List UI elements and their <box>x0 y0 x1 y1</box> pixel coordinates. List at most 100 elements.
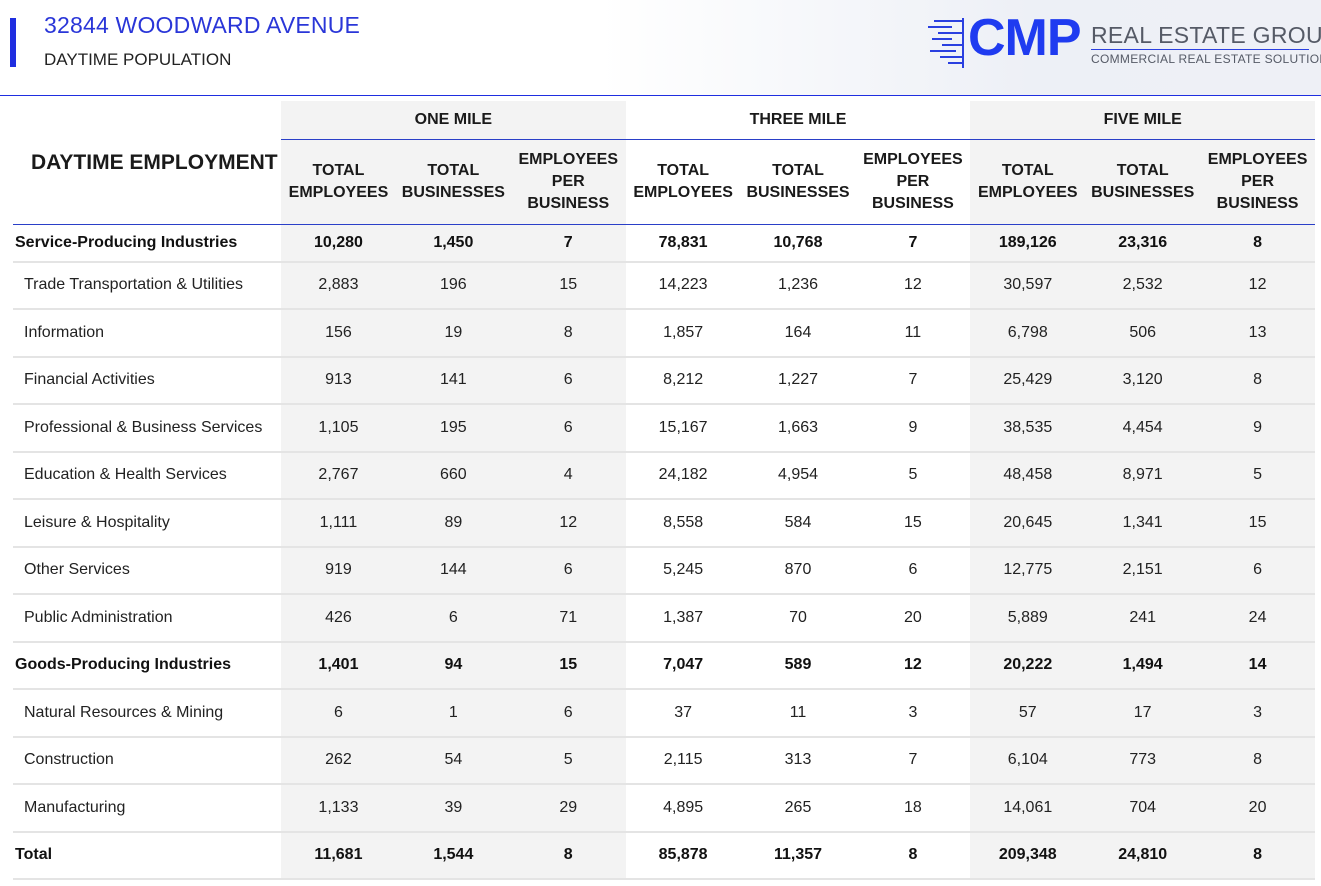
table-cell: 11,681 <box>281 831 396 880</box>
table-cell: 506 <box>1085 308 1201 358</box>
table-row: Trade Transportation & Utilities 2,883 196… <box>13 261 1316 310</box>
table-cell: 1,236 <box>740 261 856 310</box>
table-cell: 1,544 <box>395 831 511 880</box>
column-header-line: BUSINESSES <box>1091 184 1195 201</box>
table-cell: 8,971 <box>1085 451 1201 500</box>
table-cell: 6 <box>510 546 626 595</box>
table-cell: 8,212 <box>625 356 741 405</box>
table-cell: 12,775 <box>970 546 1086 595</box>
column-header-line: BUSINESS <box>872 195 954 212</box>
column-header-line: BUSINESSES <box>401 184 505 201</box>
column-header-line: EMPLOYEES <box>633 184 733 201</box>
table-cell: 6 <box>395 593 511 643</box>
table-cell: 919 <box>281 546 396 595</box>
table-cell: 6 <box>281 688 396 738</box>
table-cell: 9 <box>855 403 971 453</box>
table-cell: 1,663 <box>740 403 856 453</box>
column-header-three-mile-employees-per-business: EMPLOYEES PER BUSINESS <box>855 139 971 225</box>
table-cell: 144 <box>395 546 511 595</box>
table-cell: 1,341 <box>1085 498 1201 548</box>
table-cell: 1,401 <box>281 641 396 690</box>
table-cell: 24,182 <box>625 451 741 500</box>
table-cell: 14,061 <box>970 783 1086 833</box>
column-header-one-mile-employees-per-business: EMPLOYEES PER BUSINESS <box>510 139 626 225</box>
column-header-line: TOTAL <box>1001 162 1054 179</box>
table-row: Natural Resources & Mining 6 1 6 37 11 3 57 17 3 <box>13 688 1316 738</box>
logo-divider <box>1091 49 1309 50</box>
table-cell: 5 <box>510 736 626 785</box>
table-cell: 13 <box>1200 308 1316 358</box>
table-cell: 24 <box>1200 593 1316 643</box>
column-header-line: TOTAL <box>1116 162 1169 179</box>
header-divider <box>0 95 1321 96</box>
group-header-one-mile: ONE MILE <box>281 101 626 140</box>
table-cell: 2,767 <box>281 451 396 500</box>
column-header-line: BUSINESSES <box>746 184 850 201</box>
logo-mark: CMP <box>968 9 1082 67</box>
row-label: Goods-Producing Industries <box>13 641 281 690</box>
column-header-line: EMPLOYEES <box>863 151 963 168</box>
column-header-line: PER <box>551 173 585 190</box>
table-cell: 9 <box>1200 403 1316 453</box>
group-header-three-mile: THREE MILE <box>625 101 971 140</box>
table-row: Other Services 919 144 6 5,245 870 6 12,775 2,15… <box>13 546 1316 595</box>
table-cell: 156 <box>281 308 396 358</box>
row-label: Financial Activities <box>13 356 281 405</box>
table-cell: 773 <box>1085 736 1201 785</box>
table-row: Construction 262 54 5 2,115 313 7 6,104 773 8 <box>13 736 1316 785</box>
table-cell: 20 <box>1200 783 1316 833</box>
table-cell: 85,878 <box>625 831 741 880</box>
table-cell: 6 <box>510 356 626 405</box>
table-cell: 6,104 <box>970 736 1086 785</box>
table-cell: 30,597 <box>970 261 1086 310</box>
table-row: Professional & Business Services 1,105 195… <box>13 403 1316 453</box>
row-label: Education & Health Services <box>13 451 281 500</box>
table-row: Financial Activities 913 141 6 8,212 1,227 7 25… <box>13 356 1316 405</box>
table-cell: 1,494 <box>1085 641 1201 690</box>
table-cell: 23,316 <box>1085 224 1201 263</box>
table-cell: 18 <box>855 783 971 833</box>
table-cell: 8 <box>510 831 626 880</box>
row-label: Construction <box>13 736 281 785</box>
table-cell: 6 <box>510 403 626 453</box>
table-cell: 262 <box>281 736 396 785</box>
table-cell: 48,458 <box>970 451 1086 500</box>
table-cell: 265 <box>740 783 856 833</box>
table-cell: 1,105 <box>281 403 396 453</box>
table-row: Information 156 19 8 1,857 164 11 6,798 506 13 <box>13 308 1316 358</box>
table-cell: 5,245 <box>625 546 741 595</box>
column-header-line: TOTAL <box>427 162 480 179</box>
employment-table-container: DAYTIME EMPLOYMENT ONE MILE THREE MILE F… <box>13 101 1316 880</box>
row-label: Natural Resources & Mining <box>13 688 281 738</box>
logo-lines-icon <box>928 18 966 68</box>
header-background <box>600 0 1321 95</box>
table-cell: 4,895 <box>625 783 741 833</box>
table-cell: 209,348 <box>970 831 1086 880</box>
logo-tagline: COMMERCIAL REAL ESTATE SOLUTIONS <box>1091 52 1321 66</box>
column-header-three-mile-total-employees: TOTAL EMPLOYEES <box>625 139 741 225</box>
table-cell: 2,151 <box>1085 546 1201 595</box>
table-cell: 7 <box>855 736 971 785</box>
header-accent-bar <box>10 18 16 67</box>
table-cell: 24,810 <box>1085 831 1201 880</box>
table-cell: 29 <box>510 783 626 833</box>
table-cell: 11 <box>740 688 856 738</box>
table-cell: 89 <box>395 498 511 548</box>
employment-table: DAYTIME EMPLOYMENT ONE MILE THREE MILE F… <box>13 101 1316 880</box>
column-header-line: EMPLOYEES <box>288 184 389 201</box>
table-cell: 54 <box>395 736 511 785</box>
table-cell: 589 <box>740 641 856 690</box>
table-cell: 2,532 <box>1085 261 1201 310</box>
table-cell: 1,133 <box>281 783 396 833</box>
table-cell: 20 <box>855 593 971 643</box>
table-cell: 10,768 <box>740 224 856 263</box>
table-cell: 8 <box>855 831 971 880</box>
table-row: Total 11,681 1,544 8 85,878 11,357 8 209,348 24,… <box>13 831 1316 880</box>
page-subtitle: DAYTIME POPULATION <box>44 50 232 69</box>
group-header-five-mile: FIVE MILE <box>970 101 1316 140</box>
table-cell: 20,645 <box>970 498 1086 548</box>
table-cell: 141 <box>395 356 511 405</box>
table-cell: 94 <box>395 641 511 690</box>
table-cell: 8 <box>1200 736 1316 785</box>
table-cell: 14 <box>1200 641 1316 690</box>
